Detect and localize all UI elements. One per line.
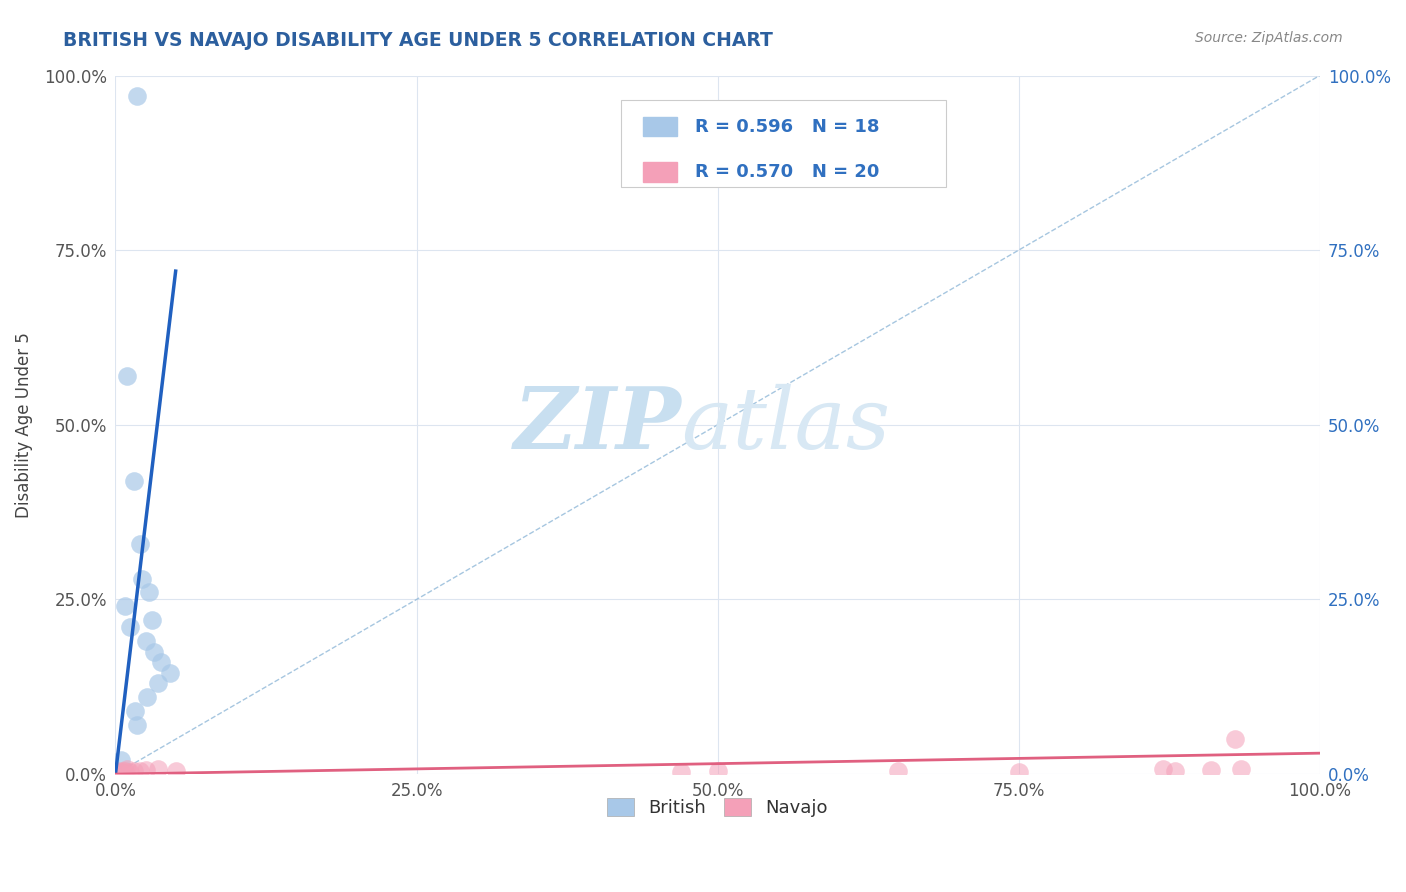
Point xyxy=(138,585,160,599)
Point xyxy=(131,572,153,586)
Point xyxy=(887,764,910,778)
Point xyxy=(128,536,150,550)
Legend: British, Navajo: British, Navajo xyxy=(599,790,835,824)
Point xyxy=(1007,765,1029,780)
Point xyxy=(114,764,136,779)
Point xyxy=(127,89,149,103)
Point xyxy=(135,763,157,777)
FancyBboxPatch shape xyxy=(643,162,676,182)
FancyBboxPatch shape xyxy=(643,117,676,136)
Point xyxy=(159,665,181,680)
Text: R = 0.596   N = 18: R = 0.596 N = 18 xyxy=(695,118,879,136)
Point xyxy=(165,764,187,779)
Point xyxy=(118,620,141,634)
Point xyxy=(141,614,163,628)
Point xyxy=(114,599,136,614)
Point xyxy=(122,474,145,488)
Point xyxy=(1152,762,1174,776)
Point xyxy=(671,765,693,780)
Point xyxy=(143,645,166,659)
Text: R = 0.570   N = 20: R = 0.570 N = 20 xyxy=(695,163,879,181)
Point xyxy=(150,656,173,670)
Y-axis label: Disability Age Under 5: Disability Age Under 5 xyxy=(15,332,32,517)
Point xyxy=(146,762,169,776)
Point xyxy=(118,765,141,780)
Point xyxy=(128,764,150,778)
Point xyxy=(127,718,149,732)
Point xyxy=(111,764,134,779)
FancyBboxPatch shape xyxy=(621,100,946,187)
Text: ZIP: ZIP xyxy=(513,383,682,467)
Point xyxy=(110,765,132,780)
Point xyxy=(122,764,145,778)
Text: BRITISH VS NAVAJO DISABILITY AGE UNDER 5 CORRELATION CHART: BRITISH VS NAVAJO DISABILITY AGE UNDER 5… xyxy=(63,31,773,50)
Point xyxy=(1225,732,1247,747)
Point xyxy=(706,764,728,779)
Point xyxy=(135,634,157,648)
Point xyxy=(124,704,146,718)
Point xyxy=(1164,764,1187,778)
Text: atlas: atlas xyxy=(682,384,890,467)
Point xyxy=(146,676,169,690)
Point xyxy=(117,762,139,776)
Point xyxy=(108,764,131,778)
Point xyxy=(1230,762,1253,776)
Point xyxy=(135,690,157,705)
Point xyxy=(110,753,132,767)
Point xyxy=(1201,763,1223,777)
Text: Source: ZipAtlas.com: Source: ZipAtlas.com xyxy=(1195,31,1343,45)
Point xyxy=(117,368,139,383)
